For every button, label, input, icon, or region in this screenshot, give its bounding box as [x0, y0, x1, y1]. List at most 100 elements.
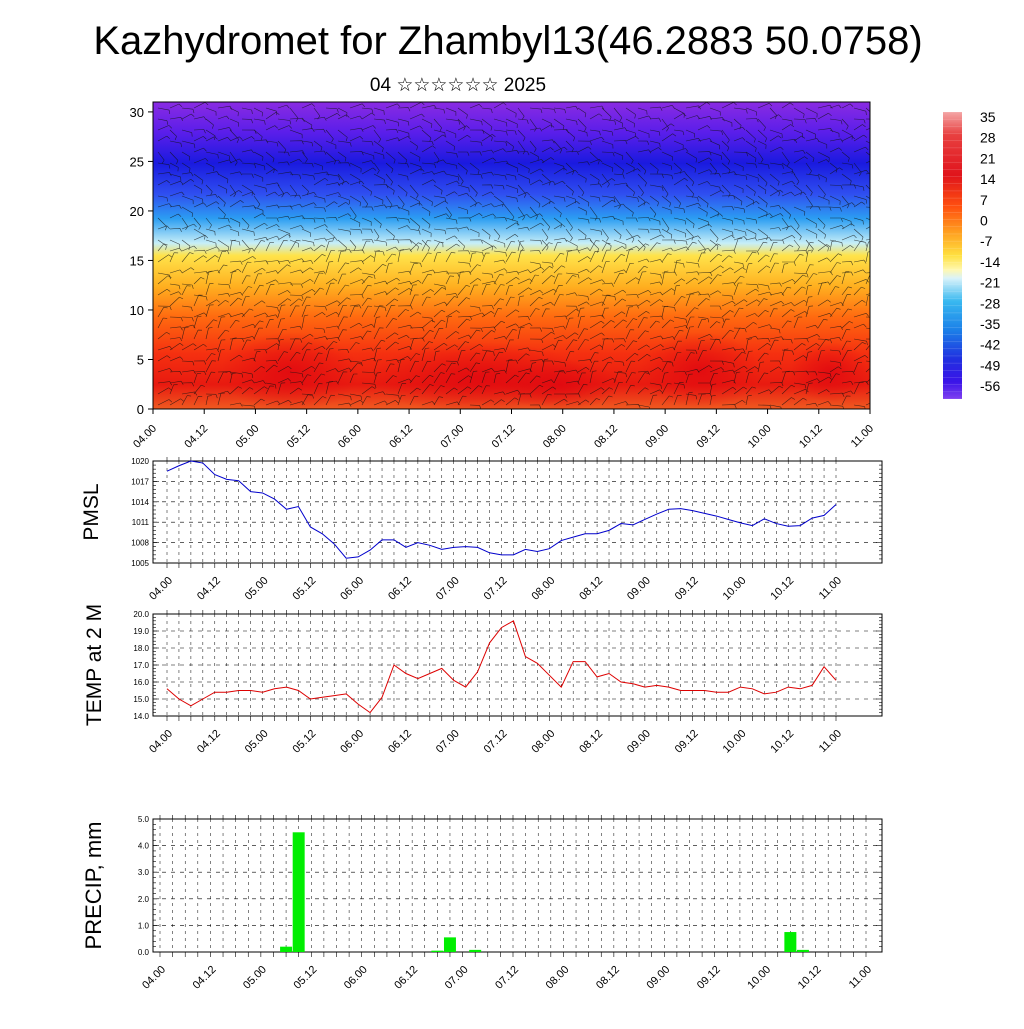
y-tick-label: 30: [130, 105, 144, 120]
x-tick-label: 04.00: [140, 964, 168, 992]
x-tick-label: 04.12: [191, 964, 219, 992]
x-tick-label: 11.00: [847, 964, 874, 991]
x-tick-label: 07.00: [443, 964, 471, 992]
x-tick-label: 05.12: [291, 728, 319, 756]
x-tick-label: 07.00: [434, 728, 462, 756]
x-tick-label: 09.00: [643, 423, 671, 451]
y-tick-label: 25: [130, 154, 144, 169]
colorbar-label: 35: [980, 109, 996, 125]
precip-bar: [293, 832, 305, 952]
y-tick-label: 15.0: [133, 695, 149, 704]
x-tick-label: 05.12: [285, 423, 313, 451]
y-tick-label: 1.0: [138, 921, 150, 930]
colorbar-label: 0: [980, 213, 988, 229]
precip-bar: [431, 951, 443, 952]
x-tick-label: 05.00: [243, 728, 271, 756]
x-tick-label: 09.12: [673, 728, 701, 756]
x-tick-label: 04.12: [195, 575, 223, 603]
x-tick-label: 04.00: [147, 728, 175, 756]
y-tick-label: 20.0: [133, 610, 149, 619]
colorbar-label: -14: [980, 254, 1000, 270]
x-tick-label: 06.12: [392, 964, 420, 992]
y-tick-label: 1011: [132, 518, 150, 527]
colorbar-label: -56: [980, 378, 1000, 394]
x-tick-label: 08.12: [594, 964, 622, 992]
x-tick-label: 07.00: [434, 575, 462, 603]
x-tick-label: 04.12: [182, 423, 210, 451]
y-tick-label: 0: [137, 402, 144, 417]
x-tick-label: 08.12: [577, 728, 605, 756]
colorbar-label: 14: [980, 171, 996, 187]
x-tick-label: 09.12: [673, 575, 701, 603]
x-tick-label: 09.12: [695, 423, 723, 451]
x-tick-label: 07.00: [438, 423, 466, 451]
x-tick-label: 05.12: [291, 964, 319, 992]
y-tick-label: 14.0: [133, 712, 149, 721]
y-tick-label: 4.0: [138, 842, 150, 851]
precip-axis-title: PRECIP, mm: [81, 822, 106, 950]
x-tick-label: 04.00: [147, 575, 175, 603]
x-tick-label: 06.00: [338, 728, 366, 756]
colorbar-label: -49: [980, 357, 1000, 373]
y-tick-label: 18.0: [133, 644, 149, 653]
y-tick-label: 1017: [131, 477, 149, 486]
colorbar-label: -28: [980, 295, 1000, 311]
x-tick-label: 04.00: [131, 423, 159, 451]
x-tick-label: 09.00: [625, 575, 653, 603]
colorbar-label: -42: [980, 337, 1000, 353]
x-tick-label: 07.12: [490, 423, 518, 451]
precip-bar: [280, 947, 292, 952]
x-tick-label: 06.00: [342, 964, 370, 992]
temp-panel: 14.0 15.0 16.0 17.0 18.0 19.0 20.0 04.00 04.12 05…: [83, 604, 882, 756]
y-tick-label: 1014: [131, 498, 149, 507]
x-tick-label: 06.00: [336, 423, 364, 451]
colorbar-label: -35: [980, 316, 1000, 332]
y-tick-label: 5: [137, 352, 144, 367]
x-tick-label: 05.00: [243, 575, 271, 603]
x-tick-label: 10.00: [745, 964, 773, 992]
x-tick-label: 08.00: [529, 575, 557, 603]
y-tick-label: 19.0: [133, 627, 149, 636]
x-tick-label: 04.12: [195, 728, 223, 756]
temp2m-axis-title: TEMP at 2 M: [83, 604, 106, 726]
x-tick-label: 07.12: [482, 728, 510, 756]
x-tick-label: 08.00: [544, 964, 572, 992]
y-tick-label: 1005: [131, 559, 149, 568]
precip-frame: [153, 819, 882, 952]
y-tick-label: 16.0: [133, 678, 149, 687]
x-tick-label: 09.00: [644, 964, 672, 992]
colorbar-label: 21: [980, 150, 996, 166]
pmsl-axis-title: PMSL: [80, 483, 103, 540]
x-tick-label: 10.12: [796, 964, 824, 992]
x-tick-label: 11.00: [849, 423, 876, 450]
x-tick-label: 10.00: [746, 423, 774, 451]
y-tick-label: 17.0: [133, 661, 149, 670]
precip-bar: [784, 932, 796, 952]
x-tick-label: 08.12: [577, 575, 605, 603]
x-tick-label: 09.00: [625, 728, 653, 756]
x-tick-label: 05.00: [241, 964, 269, 992]
x-tick-label: 07.12: [482, 575, 510, 603]
x-tick-label: 08.00: [529, 728, 557, 756]
x-tick-label: 06.12: [386, 575, 414, 603]
y-tick-label: 15: [130, 253, 144, 268]
y-tick-label: 5.0: [138, 815, 150, 824]
x-tick-label: 09.12: [695, 964, 723, 992]
colorbar-label: -21: [980, 275, 1000, 291]
x-tick-label: 10.00: [721, 575, 749, 603]
page-subtitle: 04 ☆☆☆☆☆☆ 2025: [370, 75, 546, 96]
page-title: Kazhydromet for Zhambyl13(46.2883 50.075…: [93, 19, 922, 63]
y-tick-label: 3.0: [138, 868, 150, 877]
x-tick-label: 10.00: [721, 728, 749, 756]
y-tick-label: 20: [130, 204, 144, 219]
colorbar-label: -7: [980, 233, 993, 249]
x-tick-label: 06.00: [338, 575, 366, 603]
x-tick-label: 05.12: [291, 575, 319, 603]
y-tick-label: 1008: [131, 539, 149, 548]
x-tick-label: 06.12: [386, 728, 414, 756]
